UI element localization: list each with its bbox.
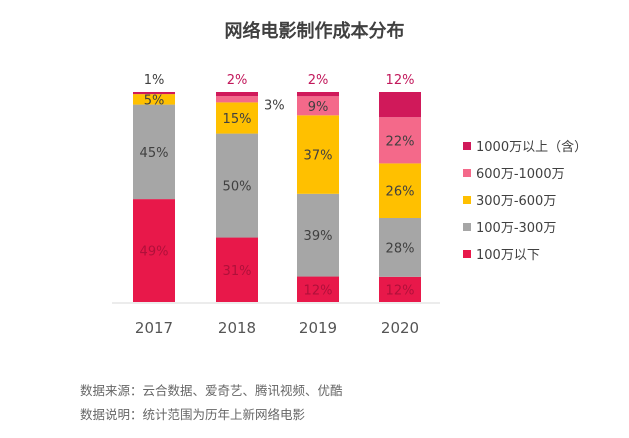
description-note: 数据说明：统计范围为历年上新网络电影 <box>80 407 306 422</box>
legend-swatch <box>463 169 471 177</box>
data-label: 49% <box>140 245 169 260</box>
legend-label: 100万以下 <box>476 248 540 263</box>
chart-title: 网络电影制作成本分布 <box>224 21 405 42</box>
bar-segment <box>297 276 339 302</box>
data-label: 45% <box>140 146 169 161</box>
bar-segment <box>379 163 421 218</box>
data-label: 50% <box>223 180 252 195</box>
legend-swatch <box>463 250 471 258</box>
x-tick-label: 2019 <box>299 319 337 337</box>
source-note: 数据来源：云合数据、爱奇艺、腾讯视频、优酷 <box>80 383 343 398</box>
bar-segment <box>297 115 339 194</box>
bar-segment <box>297 92 339 97</box>
bar-segment <box>216 92 258 97</box>
bar-segment <box>133 92 175 95</box>
data-label: 28% <box>386 241 415 256</box>
bar-segment <box>379 117 421 164</box>
bar-segment <box>133 104 175 200</box>
data-label: 5% <box>144 93 165 108</box>
legend-label: 100万-300万 <box>476 221 556 236</box>
bar-segment <box>133 199 175 302</box>
bar-segment <box>216 96 258 103</box>
bar-segment <box>297 193 339 277</box>
x-tick-label: 2017 <box>135 319 173 337</box>
data-label: 37% <box>304 149 333 164</box>
legend-swatch <box>463 196 471 204</box>
bar-segment <box>379 276 421 302</box>
data-label: 12% <box>386 283 415 298</box>
data-label: 2% <box>308 73 329 88</box>
bar-segment <box>216 133 258 238</box>
data-label: 22% <box>386 134 415 149</box>
data-label: 1% <box>144 73 165 88</box>
data-label: 15% <box>223 112 252 127</box>
data-label: 31% <box>223 264 252 279</box>
bar-segment <box>379 92 421 118</box>
data-label: 2% <box>227 73 248 88</box>
x-tick-label: 2018 <box>218 319 256 337</box>
legend-label: 300万-600万 <box>476 194 556 209</box>
legend-swatch <box>463 142 471 150</box>
data-label: 12% <box>386 73 415 88</box>
legend-label: 600万-1000万 <box>476 167 565 182</box>
bar-segment <box>379 218 421 277</box>
data-label: 9% <box>308 100 329 115</box>
stacked-bar-chart: 49% 45% 5% 1% 2017 31% 50% 15% 3% 2% 2018 12% 39% 37%… <box>112 73 587 337</box>
bar-segment <box>133 94 175 105</box>
legend-swatch <box>463 223 471 231</box>
legend-label: 1000万以上（含） <box>476 139 587 155</box>
bar-segment <box>216 102 258 134</box>
data-label: 3% <box>264 98 285 113</box>
data-label: 26% <box>386 185 415 200</box>
data-label: 12% <box>304 283 333 298</box>
data-label: 39% <box>304 229 333 244</box>
bar-segment <box>297 96 339 116</box>
bar-segment <box>216 237 258 302</box>
x-tick-label: 2020 <box>381 319 419 337</box>
